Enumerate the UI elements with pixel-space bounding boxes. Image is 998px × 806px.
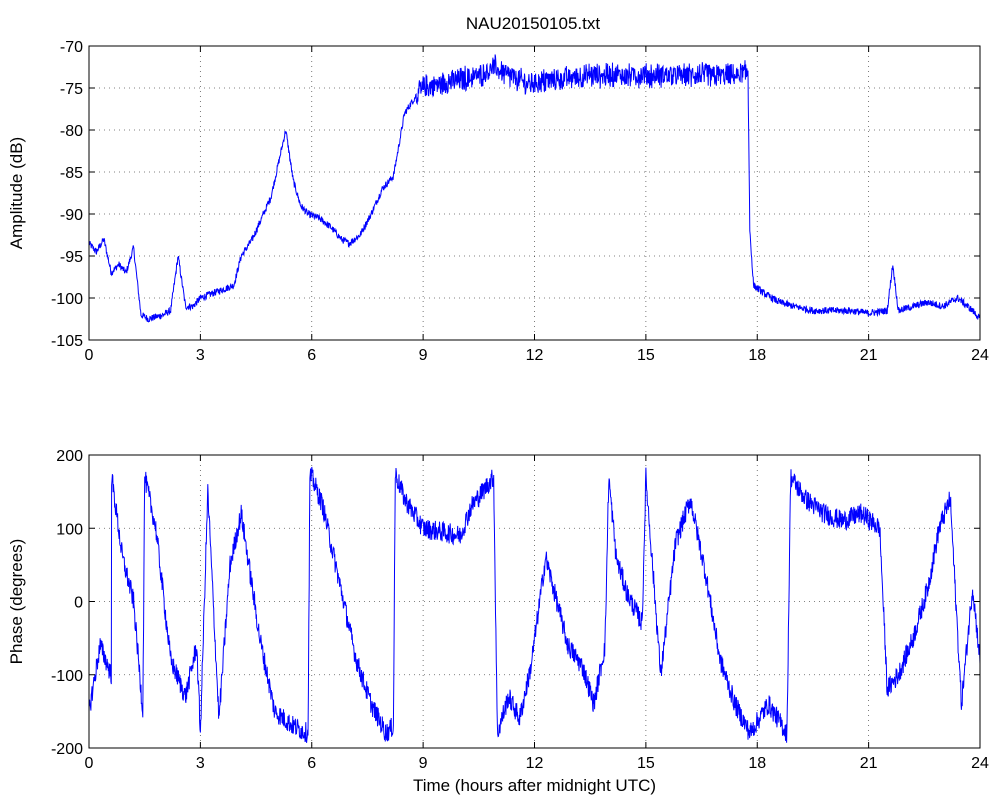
phase-ytick-label-2: 0 (74, 595, 83, 612)
amplitude-ytick-label-5: -80 (60, 123, 83, 140)
phase-xlabel: Time (hours after midnight UTC) (413, 776, 656, 795)
amplitude-ytick-label-6: -75 (60, 81, 83, 98)
phase-ytick-label-0: -200 (51, 741, 83, 758)
phase-series-line (89, 466, 980, 743)
amplitude-xtick-label-1: 3 (196, 347, 205, 364)
amplitude-xtick-label-6: 18 (748, 347, 766, 364)
phase-ytick-label-1: -100 (51, 668, 83, 685)
phase-xtick-label-3: 9 (419, 755, 428, 772)
phase-ytick-label-3: 100 (56, 521, 83, 538)
amplitude-ylabel: Amplitude (dB) (7, 137, 26, 249)
amplitude-ytick-label-1: -100 (51, 291, 83, 308)
amplitude-xtick-label-0: 0 (85, 347, 94, 364)
amplitude-panel: 0 3 6 9 12 15 18 21 24 -105 -100 -95 -90 -85 -80 -75 -70… (7, 39, 989, 364)
phase-xtick-label-8: 24 (971, 755, 989, 772)
phase-xtick-label-6: 18 (748, 755, 766, 772)
amplitude-xtick-label-7: 21 (860, 347, 878, 364)
figure-title: NAU20150105.txt (466, 14, 600, 33)
phase-xtick-label-5: 15 (637, 755, 655, 772)
phase-xtick-label-4: 12 (526, 755, 544, 772)
amplitude-ytick-label-3: -90 (60, 207, 83, 224)
phase-xtick-label-1: 3 (196, 755, 205, 772)
amplitude-ytick-label-4: -85 (60, 165, 83, 182)
amplitude-xtick-label-2: 6 (307, 347, 316, 364)
amplitude-xtick-label-8: 24 (971, 347, 989, 364)
amplitude-ytick-label-7: -70 (60, 39, 83, 56)
amplitude-ytick-label-0: -105 (51, 333, 83, 350)
amplitude-ytick-label-2: -95 (60, 249, 83, 266)
phase-xtick-label-2: 6 (307, 755, 316, 772)
phase-xtick-label-7: 21 (860, 755, 878, 772)
amplitude-xtick-label-4: 12 (526, 347, 544, 364)
amplitude-xtick-label-5: 15 (637, 347, 655, 364)
amplitude-xtick-label-3: 9 (419, 347, 428, 364)
phase-ylabel: Phase (degrees) (7, 539, 26, 665)
amplitude-series-line (89, 54, 980, 323)
phase-ytick-label-4: 200 (56, 448, 83, 465)
phase-xtick-label-0: 0 (85, 755, 94, 772)
phase-panel: 0 3 6 9 12 15 18 21 24 -200 -100 0 100 200 Phase (degr… (7, 448, 989, 795)
